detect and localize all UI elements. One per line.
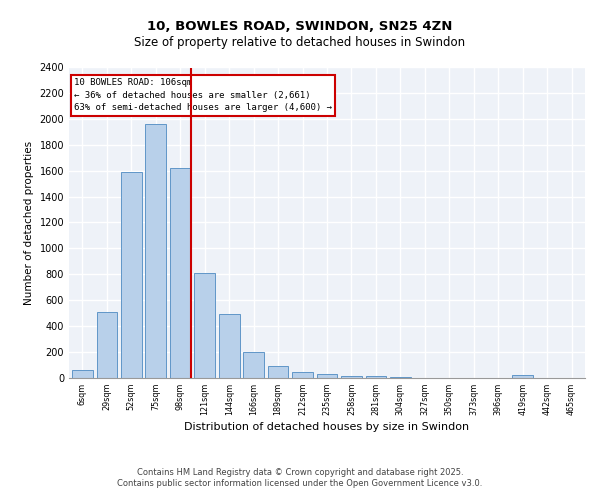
Bar [121, 172, 142, 378]
Bar [317, 374, 337, 378]
Bar [72, 370, 93, 378]
Bar [170, 168, 191, 378]
Bar [194, 273, 215, 378]
Bar [97, 312, 117, 378]
X-axis label: Distribution of detached houses by size in Swindon: Distribution of detached houses by size … [184, 422, 470, 432]
Bar [341, 376, 362, 378]
Bar [243, 352, 264, 378]
Bar [512, 375, 533, 378]
Text: Contains HM Land Registry data © Crown copyright and database right 2025.
Contai: Contains HM Land Registry data © Crown c… [118, 468, 482, 487]
Bar [268, 366, 289, 378]
Text: Size of property relative to detached houses in Swindon: Size of property relative to detached ho… [134, 36, 466, 49]
Bar [365, 376, 386, 378]
Text: 10, BOWLES ROAD, SWINDON, SN25 4ZN: 10, BOWLES ROAD, SWINDON, SN25 4ZN [148, 20, 452, 33]
Bar [292, 372, 313, 378]
Bar [145, 124, 166, 378]
Y-axis label: Number of detached properties: Number of detached properties [24, 140, 34, 304]
Bar [219, 314, 239, 378]
Text: 10 BOWLES ROAD: 106sqm
← 36% of detached houses are smaller (2,661)
63% of semi-: 10 BOWLES ROAD: 106sqm ← 36% of detached… [74, 78, 332, 112]
Bar [390, 377, 411, 378]
